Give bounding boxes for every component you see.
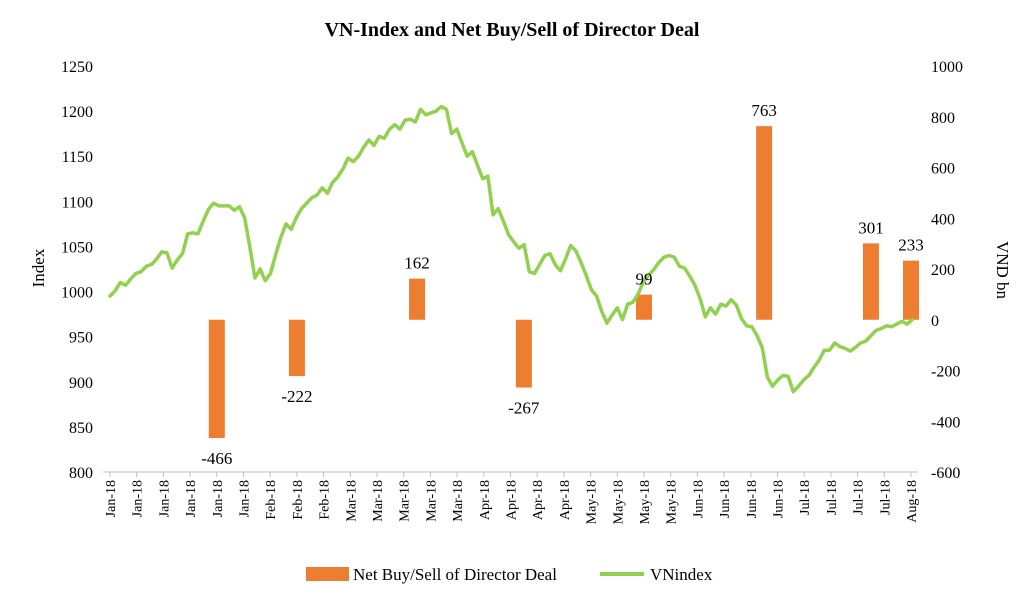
bar-data-labels: -466 -222 162 -267 99 763 301 233: [201, 101, 924, 468]
left-tick-label: 1250: [61, 59, 93, 76]
x-tick-label: Mar-18: [398, 480, 413, 522]
left-axis-ticks: 800 850 900 950 1000 1050 1100 1150 1200 1250: [61, 59, 93, 482]
right-axis-ticks: -600 -400 -200 0 200 400 600 800 1000: [931, 59, 963, 482]
left-axis-label: Index: [29, 248, 48, 287]
right-tick-label: -600: [931, 465, 960, 482]
bar-data-label: 233: [898, 236, 924, 255]
bar-data-label: 763: [751, 101, 777, 120]
x-tick-label: Mar-18: [451, 480, 466, 522]
x-tick-label: Jul-18: [798, 480, 813, 515]
right-tick-label: -200: [931, 364, 960, 381]
x-tick-label: Feb-18: [318, 480, 333, 520]
bar-data-label: -267: [508, 399, 540, 418]
bar-data-label: 162: [404, 254, 430, 273]
left-tick-label: 1150: [62, 149, 93, 166]
bar: [409, 278, 426, 320]
right-tick-label: 200: [931, 262, 955, 279]
right-tick-label: 800: [931, 110, 955, 127]
x-tick-label: Apr-18: [478, 480, 493, 520]
bar-data-label: -466: [201, 449, 232, 468]
x-tick-label: Mar-18: [371, 480, 386, 522]
left-tick-label: 1100: [62, 194, 93, 211]
left-tick-label: 800: [69, 465, 93, 482]
left-tick-label: 1050: [61, 239, 93, 256]
right-tick-label: -400: [931, 414, 960, 431]
vnindex-line: [108, 104, 915, 394]
x-tick-label: May-18: [585, 480, 600, 524]
right-tick-label: 1000: [931, 59, 963, 76]
bar-series: [208, 126, 919, 438]
bar: [208, 319, 225, 438]
x-tick-label: May-18: [638, 480, 653, 524]
x-tick-label: Apr-18: [505, 480, 520, 520]
x-tick-label: Jun-18: [745, 480, 760, 518]
left-tick-label: 900: [69, 375, 93, 392]
x-tick-label: Jun-18: [718, 480, 733, 518]
x-tick-label: Jul-18: [878, 480, 893, 515]
bar: [903, 260, 919, 320]
right-axis-label: VND bn: [993, 241, 1012, 300]
legend: Net Buy/Sell of Director Deal VNindex: [306, 565, 713, 584]
bar: [756, 126, 773, 320]
chart-title: VN-Index and Net Buy/Sell of Director De…: [325, 19, 700, 41]
legend-bar-swatch: [306, 567, 349, 581]
x-tick-label: May-18: [611, 480, 626, 524]
x-tick-label: Jul-18: [852, 480, 867, 515]
right-tick-label: 600: [931, 161, 955, 178]
x-tick-label: Apr-18: [558, 480, 573, 520]
bar: [862, 243, 879, 320]
x-tick-label: Jan-18: [131, 480, 146, 517]
left-tick-label: 1200: [61, 104, 93, 121]
left-tick-label: 850: [69, 420, 93, 437]
x-tick-label: Jun-18: [772, 480, 787, 518]
x-tick-label: Mar-18: [344, 480, 359, 522]
bar: [288, 319, 305, 377]
x-tick-label: Jan-18: [104, 480, 119, 517]
x-tick-label: Jan-18: [157, 480, 172, 517]
left-tick-label: 1000: [61, 285, 93, 302]
bar: [515, 319, 532, 388]
x-tick-label: Feb-18: [264, 480, 279, 520]
legend-line-label: VNindex: [650, 565, 713, 584]
x-tick-label: Apr-18: [531, 480, 546, 520]
bar: [636, 294, 652, 320]
x-tick-label: Jan-18: [184, 480, 199, 517]
line-series-layer: [108, 104, 915, 394]
legend-bar-label: Net Buy/Sell of Director Deal: [353, 565, 557, 584]
left-tick-label: 950: [69, 330, 93, 347]
x-tick-label: Jan-18: [238, 480, 253, 517]
right-tick-label: 0: [931, 313, 939, 330]
bar-data-label: 301: [858, 218, 884, 237]
x-tick-label: Jul-18: [825, 480, 840, 515]
x-axis-ticks: Jan-18 Jan-18 Jan-18 Jan-18 Jan-18 Jan-18 Feb-…: [104, 472, 920, 524]
bar-data-label: -222: [281, 387, 312, 406]
x-tick-label: May-18: [665, 480, 680, 524]
right-tick-label: 400: [931, 211, 955, 228]
x-tick-label: Jun-18: [691, 480, 706, 518]
x-tick-label: Aug-18: [905, 480, 920, 523]
x-tick-label: Jan-18: [211, 480, 226, 517]
x-tick-label: Feb-18: [291, 480, 306, 520]
bar-data-label: 99: [636, 270, 653, 289]
x-tick-label: Mar-18: [424, 480, 439, 522]
